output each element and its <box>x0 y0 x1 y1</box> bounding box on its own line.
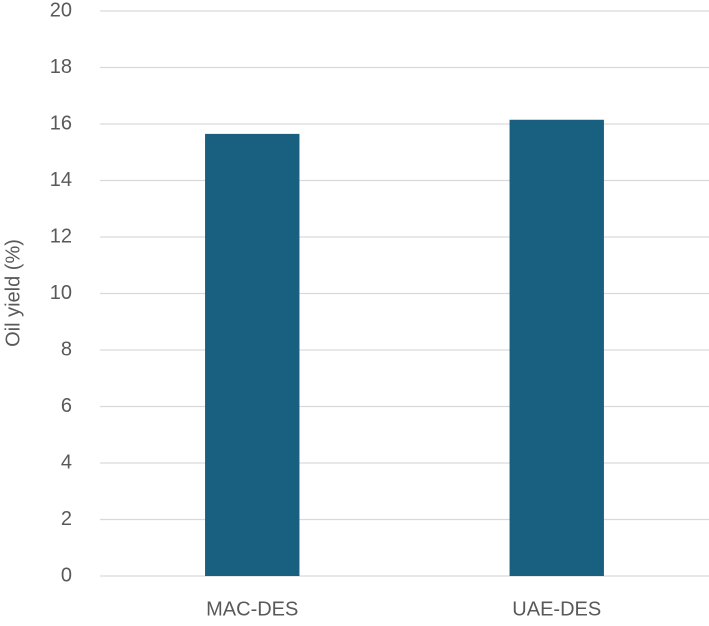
x-tick-label: MAC-DES <box>206 598 298 620</box>
y-tick-label: 18 <box>50 56 72 78</box>
y-tick-label: 6 <box>61 395 72 417</box>
y-tick-label: 10 <box>50 282 72 304</box>
x-tick-label: UAE-DES <box>512 598 601 620</box>
y-tick-label: 12 <box>50 225 72 247</box>
y-tick-label: 8 <box>61 338 72 360</box>
bar <box>509 119 604 576</box>
y-tick-label: 0 <box>61 564 72 586</box>
y-tick-label: 16 <box>50 112 72 134</box>
y-axis-title: Oil yield (%) <box>2 239 24 347</box>
y-tick-label: 20 <box>50 0 72 21</box>
bar <box>205 133 300 576</box>
y-tick-label: 2 <box>61 508 72 530</box>
y-tick-label: 4 <box>61 451 72 473</box>
y-tick-label: 14 <box>50 169 72 191</box>
